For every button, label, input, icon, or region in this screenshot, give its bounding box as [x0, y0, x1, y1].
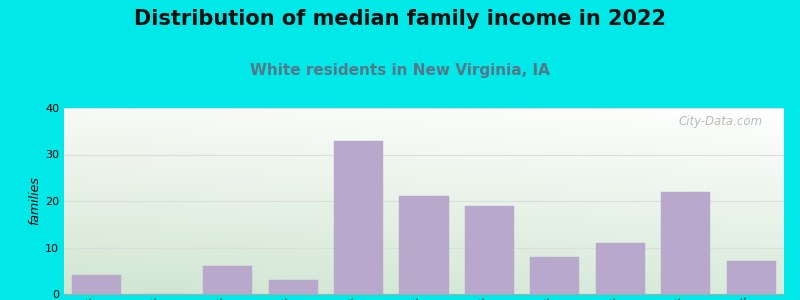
Bar: [726, 261, 776, 294]
Y-axis label: families: families: [28, 177, 41, 225]
Bar: [662, 192, 710, 294]
Text: White residents in New Virginia, IA: White residents in New Virginia, IA: [250, 63, 550, 78]
Bar: [596, 243, 645, 294]
Bar: [334, 140, 383, 294]
Bar: [465, 206, 514, 294]
Text: Distribution of median family income in 2022: Distribution of median family income in …: [134, 9, 666, 29]
Bar: [203, 266, 252, 294]
Bar: [72, 275, 122, 294]
Text: City-Data.com: City-Data.com: [678, 116, 762, 128]
Bar: [530, 257, 579, 294]
Bar: [269, 280, 318, 294]
Bar: [399, 196, 449, 294]
